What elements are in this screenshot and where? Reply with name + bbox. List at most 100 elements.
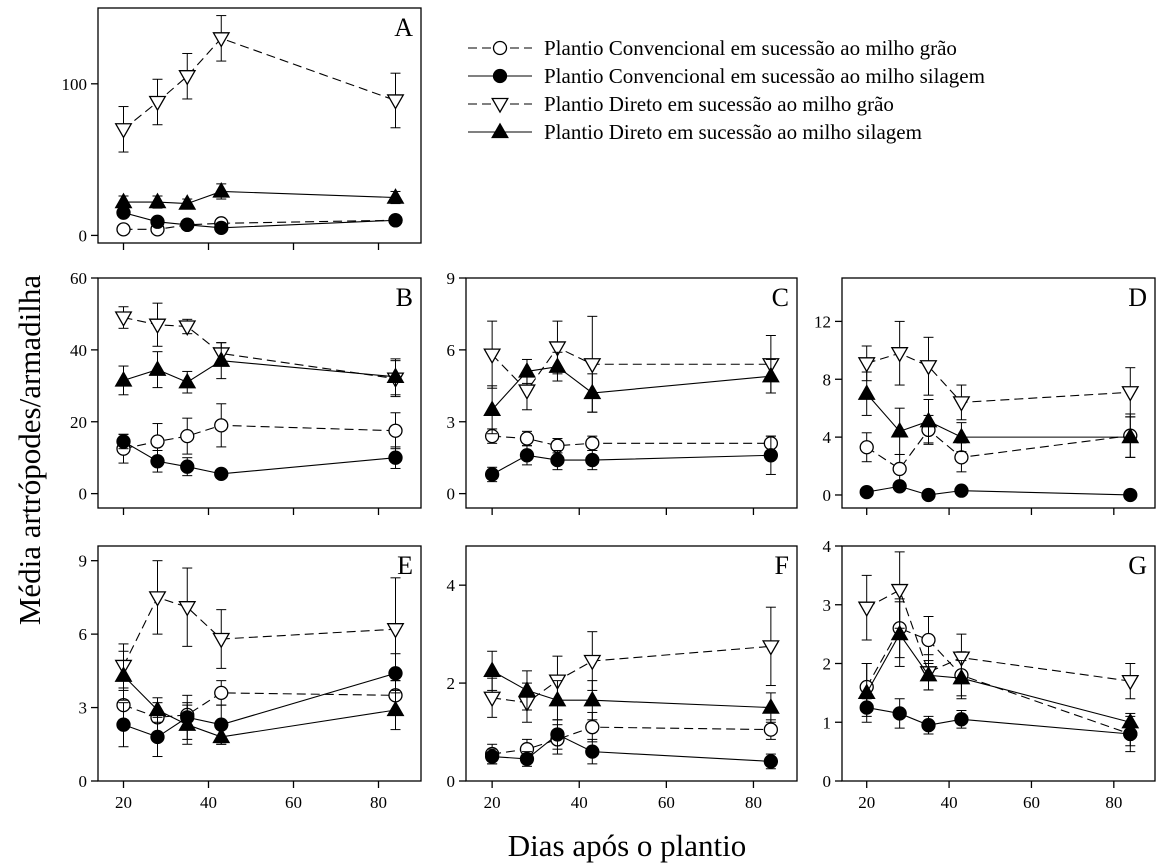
data-point	[919, 360, 938, 376]
data-point	[483, 400, 502, 416]
data-point	[178, 70, 197, 86]
data-point	[1121, 386, 1140, 402]
data-point	[583, 654, 602, 671]
series-3	[483, 315, 780, 413]
y-tick-label: 12	[814, 312, 831, 331]
data-point	[212, 32, 231, 48]
data-point	[585, 452, 600, 468]
data-point	[890, 421, 909, 438]
data-point	[954, 483, 969, 498]
series-line	[866, 633, 1131, 723]
data-point	[857, 601, 876, 618]
data-point	[919, 411, 938, 428]
y-tick-label: 4	[823, 537, 832, 556]
series-line	[123, 190, 396, 205]
data-point	[518, 384, 536, 401]
series-line	[123, 596, 396, 667]
series-1	[116, 403, 403, 464]
data-point	[859, 484, 874, 500]
y-tick-label: 4	[447, 576, 456, 595]
panel-letter: F	[775, 551, 789, 580]
data-point	[386, 623, 405, 639]
data-point	[150, 214, 165, 229]
x-tick-label: 20	[115, 793, 132, 812]
data-point	[921, 487, 936, 503]
data-point	[761, 640, 780, 656]
plot-frame	[465, 277, 798, 509]
data-point	[148, 318, 167, 335]
legend-marker	[491, 122, 509, 139]
data-point	[388, 423, 403, 438]
data-point	[148, 95, 167, 112]
x-tick-label: 20	[858, 793, 875, 812]
y-tick-label: 8	[823, 370, 832, 389]
y-tick-label: 6	[79, 625, 88, 644]
data-point	[178, 194, 197, 210]
data-point	[148, 700, 167, 717]
x-tick-label: 40	[200, 793, 217, 812]
data-point	[114, 311, 133, 327]
y-tick-label: 9	[79, 552, 88, 571]
series-3	[114, 560, 405, 689]
y-tick-label: 0	[447, 485, 456, 504]
panel-E: 0 3 6 9 20 40 60 80 E	[79, 545, 422, 812]
data-point	[1121, 674, 1140, 691]
data-point	[386, 367, 405, 384]
legend: Plantio Convencional em sucessão ao milh…	[468, 36, 985, 144]
series-line	[123, 441, 396, 475]
y-tick-label: 100	[62, 75, 88, 94]
y-tick-label: 3	[823, 596, 832, 615]
panel-A: 0 100 A	[62, 7, 422, 250]
series-line	[123, 424, 396, 450]
y-tick-label: 1	[823, 713, 832, 732]
panel-letter: A	[394, 13, 413, 42]
data-point	[519, 751, 535, 767]
data-point	[150, 434, 165, 449]
data-point	[952, 427, 971, 444]
data-point	[148, 360, 167, 376]
x-tick-label: 80	[370, 793, 387, 812]
data-point	[585, 719, 600, 735]
series-line	[123, 672, 396, 738]
plot-frame	[97, 545, 422, 782]
data-point	[761, 366, 780, 383]
data-point	[178, 715, 197, 731]
panel-C: 0 3 6 9 C	[447, 269, 798, 515]
data-point	[483, 691, 502, 708]
x-axis-label: Dias após o plantio	[508, 828, 747, 863]
data-point	[952, 668, 971, 685]
data-point	[890, 624, 909, 641]
y-tick-label: 0	[79, 772, 88, 791]
series-3	[114, 302, 405, 398]
y-axis-label: Média artrópodes/armadilha	[12, 275, 47, 626]
y-tick-label: 6	[447, 341, 456, 360]
data-point	[114, 666, 133, 682]
panel-F: 0 2 4 20 40 60 80 F	[447, 545, 798, 812]
data-point	[180, 428, 195, 444]
data-point	[892, 479, 907, 494]
data-point	[518, 362, 536, 378]
data-point	[763, 722, 779, 737]
data-point	[388, 450, 403, 465]
data-point	[386, 700, 405, 717]
series-3	[483, 606, 780, 723]
series-2	[116, 205, 403, 235]
x-tick-label: 60	[1023, 793, 1040, 812]
y-tick-label: 9	[447, 269, 456, 288]
data-point	[890, 583, 909, 600]
panel-letter: B	[396, 283, 413, 312]
data-point	[585, 436, 600, 451]
data-point	[583, 383, 602, 400]
series-4	[483, 650, 780, 723]
data-point	[892, 461, 907, 477]
series-1	[859, 598, 1138, 753]
series-4	[483, 351, 780, 435]
legend-entry: Plantio Convencional em sucessão ao milh…	[468, 64, 985, 88]
series-4	[114, 342, 405, 396]
series-2	[484, 719, 779, 770]
series-4	[857, 601, 1140, 732]
data-point	[114, 192, 133, 209]
plot-frame	[465, 545, 798, 782]
series-4	[114, 650, 405, 745]
